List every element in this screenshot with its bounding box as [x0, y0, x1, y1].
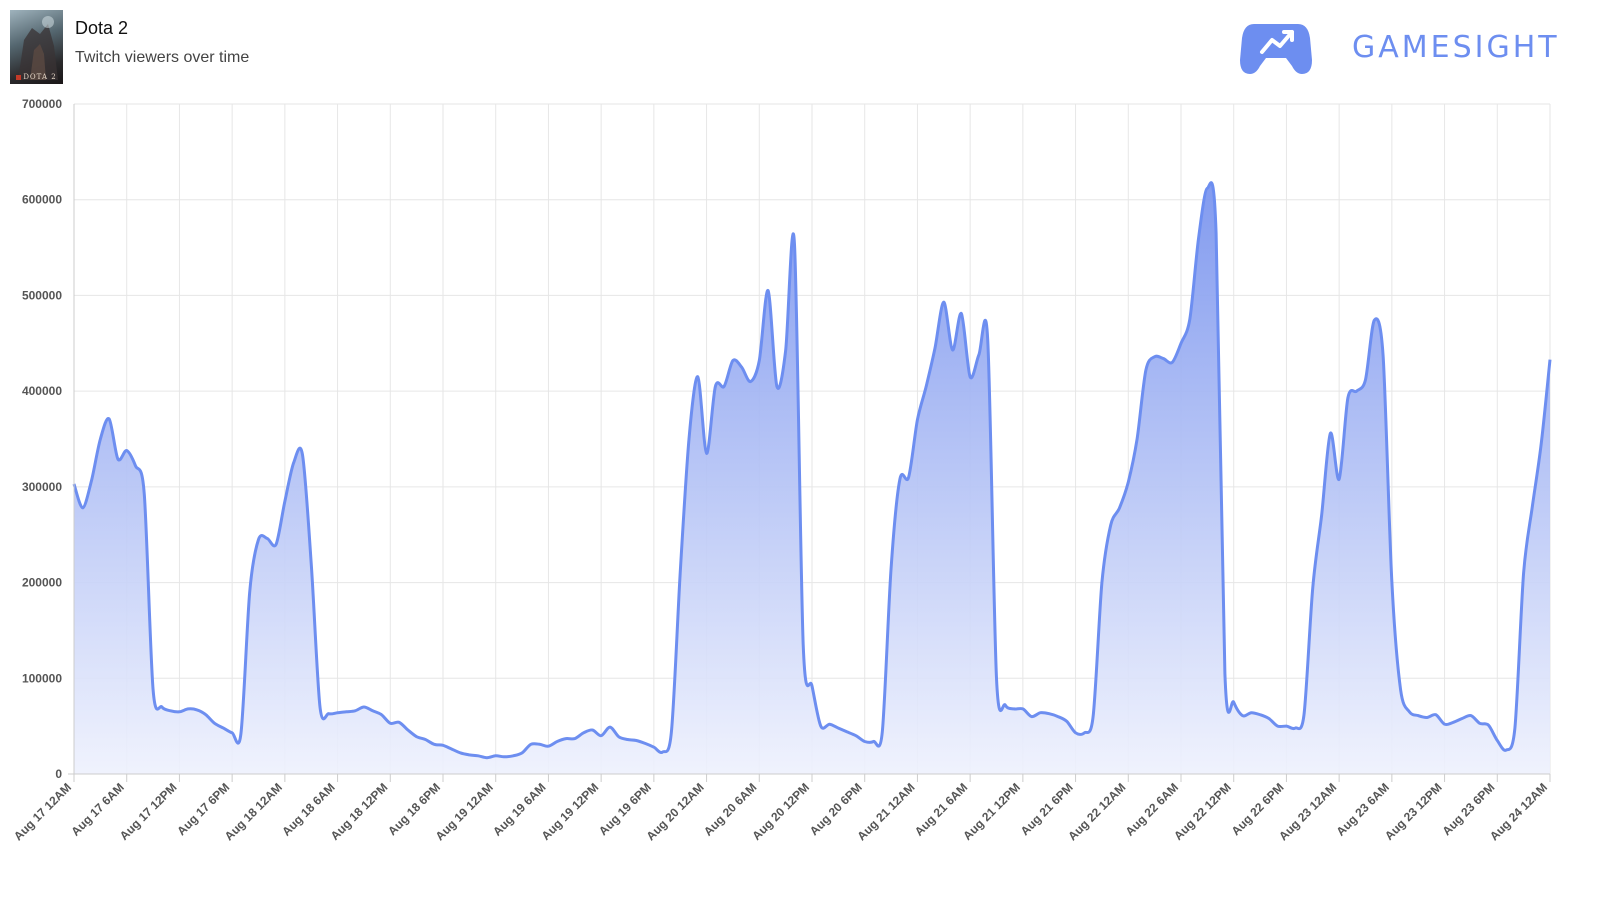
x-tick-label: Aug 22 6PM [1229, 780, 1287, 838]
x-tick-label: Aug 23 6AM [1334, 780, 1392, 838]
x-tick-label: Aug 20 6PM [807, 780, 865, 838]
y-tick-label: 200000 [22, 576, 62, 590]
thumbnail-art [18, 16, 58, 80]
y-tick-label: 500000 [22, 288, 62, 302]
x-tick-label: Aug 21 6PM [1018, 780, 1076, 838]
y-tick-label: 400000 [22, 384, 62, 398]
gamepad-trend-icon [1240, 24, 1312, 74]
y-tick-label: 100000 [22, 671, 62, 685]
y-tick-label: 0 [55, 767, 62, 781]
y-tick-label: 700000 [22, 97, 62, 111]
x-tick-label: Aug 21 6AM [912, 780, 970, 838]
x-tick-label: Aug 20 6AM [701, 780, 759, 838]
series-area-fill [74, 182, 1550, 774]
axes [68, 104, 1550, 775]
area-series [72, 181, 1552, 774]
x-tick-label: Aug 17 6AM [68, 780, 126, 838]
x-tick-label: Aug 19 6PM [596, 780, 654, 838]
game-title: Dota 2 [75, 18, 129, 38]
brand-name: GAMESIGHT [1352, 30, 1560, 65]
y-axis-ticks: 0 100000 200000 300000 400000 500000 600000 700… [22, 97, 62, 781]
series-line [72, 181, 1552, 760]
thumbnail-caption: DOTA 2 [10, 73, 63, 81]
x-tick-label: Aug 18 6AM [279, 780, 337, 838]
chart-subtitle: Twitch viewers over time [75, 49, 250, 66]
y-tick-label: 600000 [22, 193, 62, 207]
game-thumbnail: DOTA 2 [10, 10, 63, 84]
x-tick-label: Aug 19 6AM [490, 780, 548, 838]
x-tick-label: Aug 23 6PM [1439, 780, 1497, 838]
chart-header: DOTA 2 Dota 2 Twitch viewers over time G… [0, 0, 1600, 90]
y-tick-label: 300000 [22, 480, 62, 494]
x-tick-label: Aug 17 12AM [11, 780, 74, 843]
x-tick-label: Aug 22 6AM [1123, 780, 1181, 838]
x-tick-label: Aug 18 6PM [385, 780, 443, 838]
viewers-area-chart: 0 100000 200000 300000 400000 500000 600000 700… [11, 97, 1552, 843]
x-tick-label: Aug 17 6PM [174, 780, 232, 838]
